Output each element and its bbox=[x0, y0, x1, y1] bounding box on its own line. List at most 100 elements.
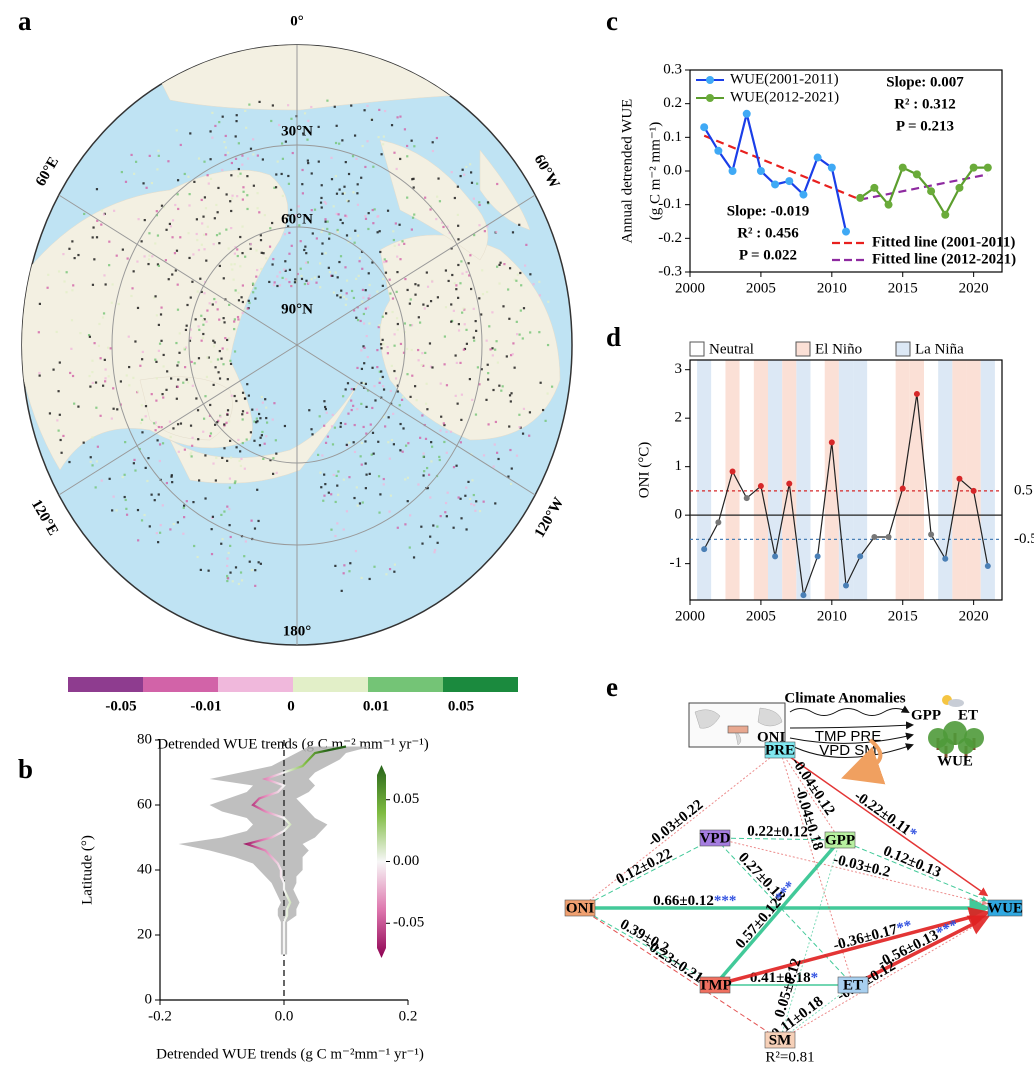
edge-label: -0.23±0.21 bbox=[642, 937, 706, 987]
y-tick-label: 0.1 bbox=[663, 129, 682, 145]
y-tick-label: 0.0 bbox=[663, 162, 682, 178]
legend-label: Neutral bbox=[709, 341, 754, 357]
data-point bbox=[899, 485, 906, 492]
data-point bbox=[942, 555, 949, 562]
edge-label: 0.22±0.12 bbox=[747, 824, 808, 841]
inset-label: ONI bbox=[757, 729, 786, 745]
uncertainty-band bbox=[178, 746, 371, 955]
threshold-label: 0.5 bbox=[1014, 482, 1033, 498]
inset-arrow bbox=[789, 705, 910, 716]
legend-marker bbox=[706, 76, 714, 84]
data-point bbox=[913, 390, 920, 397]
x-tick-label: 2000 bbox=[675, 608, 705, 624]
phase-band bbox=[753, 360, 768, 600]
phase-band bbox=[768, 360, 783, 600]
phase-band bbox=[782, 360, 797, 600]
phase-band bbox=[697, 360, 712, 600]
x-tick-label: 2005 bbox=[746, 608, 776, 624]
data-point bbox=[813, 153, 822, 162]
inset-arrow bbox=[789, 721, 914, 730]
map-label: 180° bbox=[283, 623, 312, 639]
colorbar-swatch bbox=[443, 677, 518, 692]
map-label: 60°N bbox=[281, 211, 313, 227]
phase-band bbox=[895, 360, 910, 600]
node-box bbox=[764, 1031, 796, 1049]
node-label: VPD bbox=[700, 830, 731, 846]
y-tick-label: 2 bbox=[675, 410, 683, 426]
phase-band bbox=[938, 360, 953, 600]
edge-label: 0.41±0.18* bbox=[750, 970, 818, 986]
y-axis-label: (g C m⁻² mm⁻¹) bbox=[647, 122, 663, 221]
data-point bbox=[800, 592, 807, 599]
legend-swatch bbox=[689, 341, 705, 357]
legend-label: Fitted line (2012-2021) bbox=[872, 251, 1016, 267]
node-box bbox=[824, 831, 856, 849]
path-edge bbox=[714, 837, 841, 841]
data-point bbox=[870, 183, 879, 192]
colorbar-swatch bbox=[143, 677, 218, 692]
data-point bbox=[729, 468, 736, 475]
edge-label: 0.66±0.12*** bbox=[653, 893, 736, 909]
colorbar-tick-label: -0.01 bbox=[190, 698, 221, 714]
panel-label: d bbox=[606, 322, 621, 352]
plot-frame bbox=[689, 359, 1003, 601]
map-label: 120°E bbox=[28, 497, 61, 538]
phase-band bbox=[881, 360, 896, 600]
node-box bbox=[699, 829, 731, 847]
map-label: 60°W bbox=[531, 152, 563, 191]
phase-band bbox=[739, 360, 754, 600]
legend-label: El Niño bbox=[815, 341, 862, 357]
y-tick-label: 3 bbox=[675, 361, 683, 377]
x-tick-label: 2020 bbox=[959, 608, 989, 624]
node-label: PRE bbox=[765, 742, 795, 758]
node-box bbox=[987, 899, 1023, 917]
panel-label: c bbox=[606, 6, 618, 36]
node-box bbox=[699, 976, 731, 994]
inset-land bbox=[757, 707, 783, 727]
node-box bbox=[764, 741, 796, 759]
map-label: 60°E bbox=[33, 154, 62, 189]
colorbar-tick-label: 0.05 bbox=[448, 698, 474, 714]
path-edge bbox=[852, 915, 991, 987]
data-point bbox=[955, 183, 964, 192]
data-point bbox=[728, 167, 737, 175]
data-point bbox=[843, 582, 849, 589]
path-edge bbox=[579, 907, 716, 986]
trend-line bbox=[243, 745, 347, 955]
data-point bbox=[912, 170, 921, 179]
fit-line bbox=[703, 134, 861, 201]
map-label: 120°W bbox=[532, 495, 568, 541]
y-tick-label: 40 bbox=[137, 861, 152, 877]
panel-label: b bbox=[18, 754, 33, 784]
legend-label: WUE(2012-2021) bbox=[730, 89, 839, 105]
tree-crown bbox=[938, 738, 954, 754]
data-point bbox=[743, 495, 750, 502]
y-tick-label: -0.3 bbox=[658, 263, 682, 279]
meridian bbox=[296, 194, 536, 346]
data-point bbox=[885, 533, 892, 540]
legend-marker bbox=[706, 94, 714, 102]
series-line bbox=[859, 166, 988, 218]
map: 0° 30°N 60°N 90°N 60°E 60°W 120°E 120°W 180° bbox=[21, 13, 573, 646]
tree-crown bbox=[958, 738, 974, 754]
path-edge bbox=[714, 837, 854, 986]
node-label: GPP bbox=[825, 832, 855, 848]
panel-label: a bbox=[18, 6, 32, 36]
colorbar-title: Detrended WUE trends (g C m⁻² mm⁻¹ yr⁻¹) bbox=[157, 736, 429, 752]
colorbar-tick-label: -0.05 bbox=[105, 698, 136, 714]
inset-title: Climate Anomalies bbox=[784, 690, 905, 706]
x-tick-label: 2005 bbox=[746, 280, 776, 296]
x-tick-label: 0.0 bbox=[275, 1008, 294, 1024]
inset-arrow bbox=[789, 732, 914, 744]
colorbar-tick-label: -0.05 bbox=[393, 915, 424, 931]
data-point bbox=[941, 210, 950, 219]
data-point bbox=[700, 123, 709, 132]
data-point bbox=[828, 439, 835, 446]
data-point bbox=[742, 109, 751, 118]
phase-band bbox=[966, 360, 981, 600]
data-point bbox=[714, 146, 723, 155]
node-label: WUE bbox=[987, 900, 1023, 916]
annotation: P = 0.213 bbox=[896, 118, 954, 134]
legend-label: WUE(2001-2011) bbox=[730, 71, 839, 87]
y-tick-label: 60 bbox=[137, 796, 152, 812]
